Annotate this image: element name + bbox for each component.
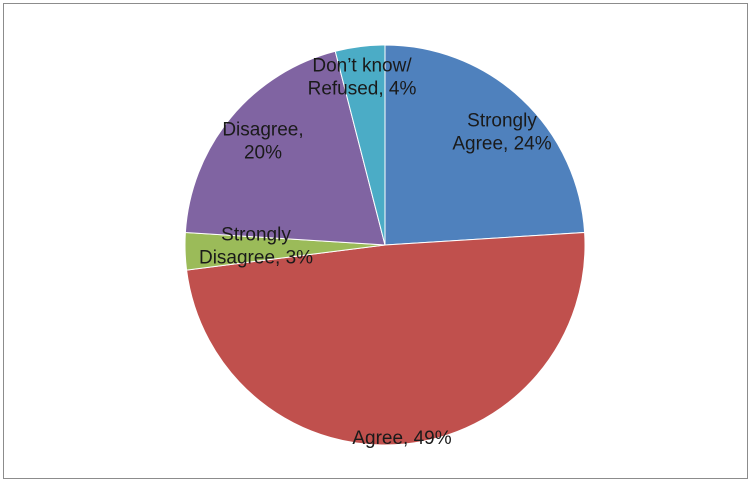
data-label-disagree: Disagree, 20% — [222, 120, 303, 164]
pie-slices — [184, 44, 586, 446]
pie-slice-don-t-know-refused — [334, 44, 386, 246]
data-label-strongly-disagree: Strongly Disagree, 3% — [199, 225, 313, 269]
pie-slice-disagree — [184, 50, 386, 246]
pie-labels: Strongly Agree, 24% Agree, 49% Strongly Disa… — [199, 56, 552, 450]
pie-slice-strongly-agree — [384, 44, 586, 246]
pie-slice-agree — [186, 231, 586, 446]
data-label-strongly-agree: Strongly Agree, 24% — [452, 111, 551, 155]
data-label-don-t-know-refused: Don’t know/Refused, 4% — [308, 56, 417, 100]
data-label-agree: Agree, 49% — [352, 428, 451, 449]
